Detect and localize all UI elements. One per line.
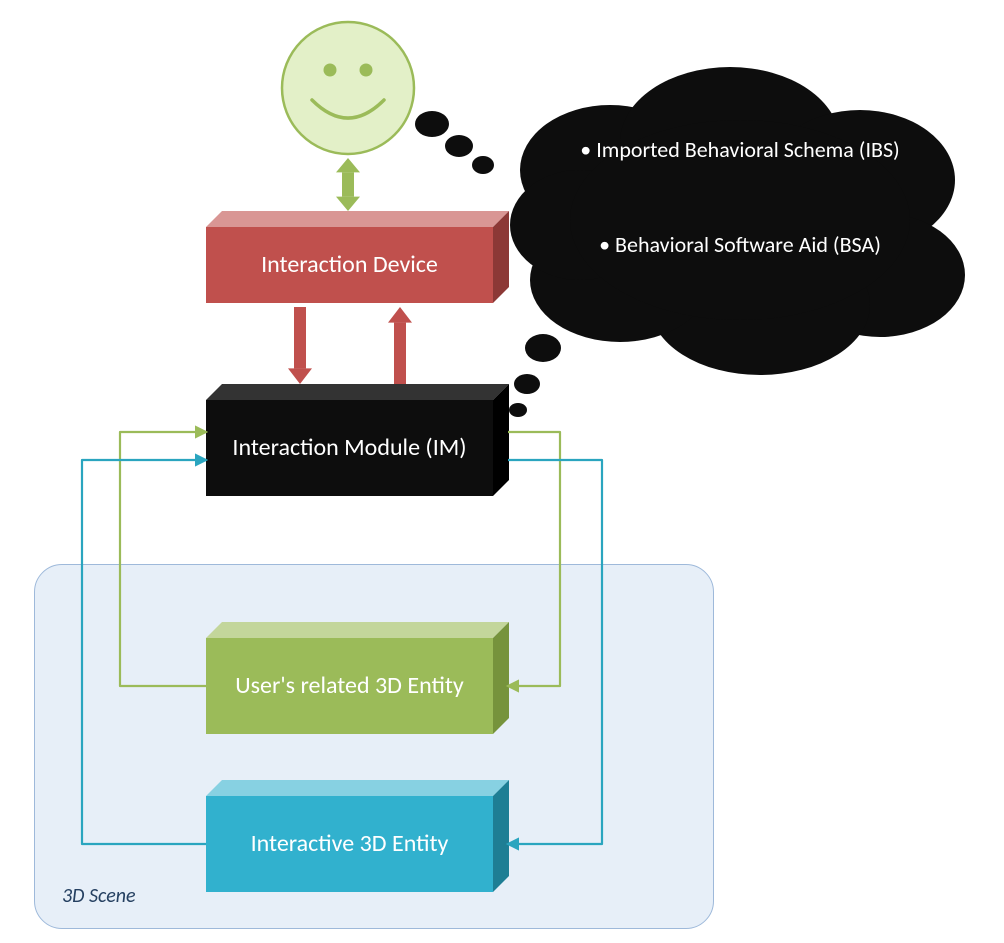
cloud-bullet-1: • Imported Behavioral Schema (IBS) — [580, 135, 900, 165]
interaction-device-box: Interaction Device — [206, 227, 493, 303]
box-side-face — [493, 211, 509, 303]
cloud-bullet-2: • Behavioral Software Aid (BSA) — [580, 230, 900, 260]
box-top-face — [206, 780, 509, 796]
box-top-face — [206, 211, 509, 227]
box-top-face — [206, 384, 509, 400]
box-side-face — [493, 780, 509, 892]
interactive-entity-box: Interactive 3D Entity — [206, 796, 493, 892]
user-entity-box: User's related 3D Entity — [206, 638, 493, 734]
interaction-device-label: Interaction Device — [206, 227, 493, 303]
box-top-face — [206, 622, 509, 638]
interaction-module-label: Interaction Module (IM) — [206, 400, 493, 496]
interaction-module-box: Interaction Module (IM) — [206, 400, 493, 496]
box-side-face — [493, 622, 509, 734]
user-entity-label: User's related 3D Entity — [206, 638, 493, 734]
box-side-face — [493, 384, 509, 496]
scene-label: 3D Scene — [62, 884, 136, 908]
interactive-entity-label: Interactive 3D Entity — [206, 796, 493, 892]
diagram-canvas: 3D Scene Interaction Device Interaction … — [0, 0, 1004, 943]
